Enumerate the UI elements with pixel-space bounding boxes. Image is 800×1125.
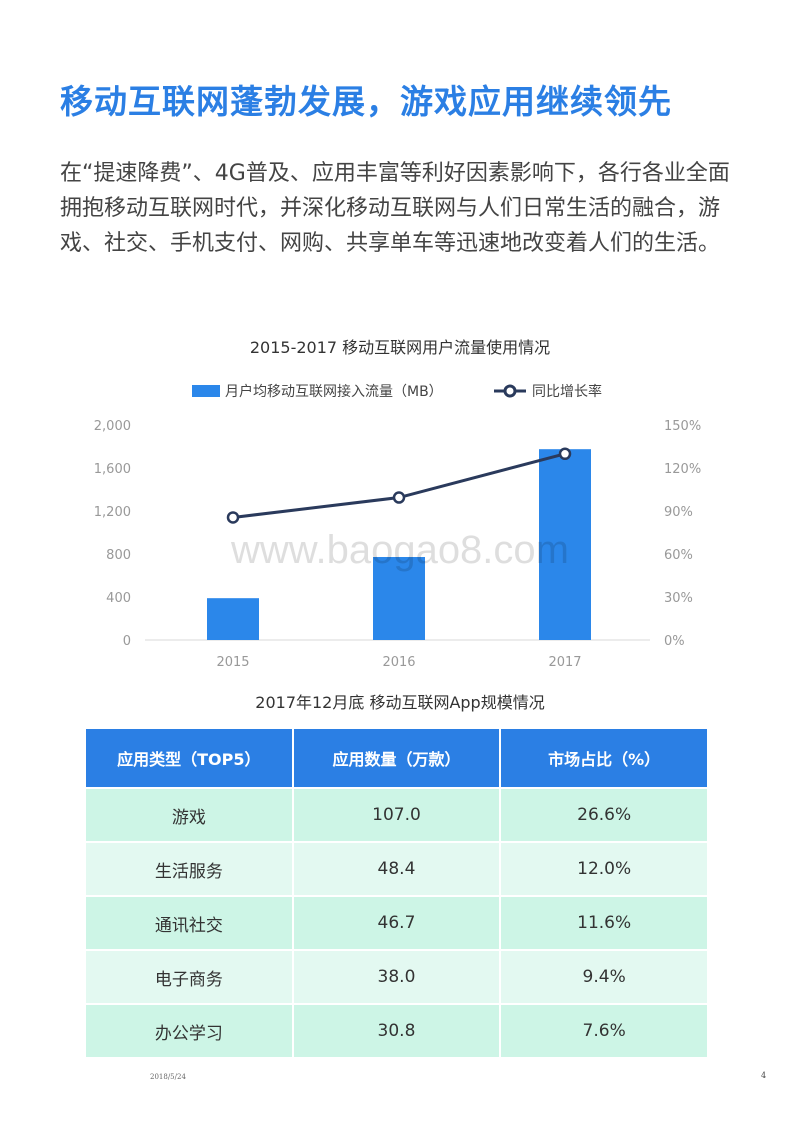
y-left-tick-label: 800 <box>106 548 131 563</box>
table-header-row: 应用类型（TOP5） 应用数量（万款） 市场占比（%） <box>84 727 709 789</box>
cell-app-count: 30.8 <box>291 1003 502 1059</box>
cell-app-count: 48.4 <box>291 841 502 897</box>
y-right-tick-label: 150% <box>664 419 701 434</box>
x-tick-label: 2017 <box>548 655 581 670</box>
chart-title: 2015-2017 移动互联网用户流量使用情况 <box>249 338 551 357</box>
cell-app-count: 46.7 <box>291 895 502 951</box>
cell-app-type: 通讯社交 <box>84 895 294 951</box>
cell-app-count: 107.0 <box>291 787 502 843</box>
cell-market-share: 7.6% <box>499 1003 709 1059</box>
y-right-tick-label: 120% <box>664 462 701 477</box>
table-row: 游戏 107.0 26.6% <box>84 787 709 843</box>
cell-app-type: 生活服务 <box>84 841 294 897</box>
legend: 月户均移动互联网接入流量（MB） 同比增长率 <box>192 383 602 400</box>
app-scale-table: 应用类型（TOP5） 应用数量（万款） 市场占比（%） 游戏 107.0 26.… <box>84 727 709 1059</box>
y-axis-left: 0 400 800 1,200 1,600 2,000 <box>94 419 131 649</box>
watermark: www.baogao8.com <box>230 528 569 572</box>
growth-point-2017 <box>558 447 572 461</box>
cell-market-share: 9.4% <box>499 949 709 1005</box>
x-tick-label: 2016 <box>382 655 415 670</box>
cell-market-share: 26.6% <box>499 787 709 843</box>
cell-app-type: 电子商务 <box>84 949 294 1005</box>
header-market-share: 市场占比（%） <box>499 727 709 789</box>
y-left-tick-label: 1,600 <box>94 462 131 477</box>
legend-bar-swatch <box>192 385 220 397</box>
bar-2016 <box>373 557 425 640</box>
growth-point-2015 <box>226 511 240 524</box>
legend-line-label: 同比增长率 <box>532 383 602 400</box>
y-left-tick-label: 1,200 <box>94 505 131 520</box>
legend-line-marker <box>503 384 517 398</box>
table-row: 通讯社交 46.7 11.6% <box>84 895 709 951</box>
y-right-tick-label: 30% <box>664 591 693 606</box>
x-tick-label: 2015 <box>216 655 249 670</box>
y-axis-right: 0% 30% 60% 90% 120% 150% <box>664 419 701 649</box>
table-row: 办公学习 30.8 7.6% <box>84 1003 709 1059</box>
page-number: 4 <box>761 1071 767 1080</box>
y-left-tick-label: 2,000 <box>94 419 131 434</box>
growth-line <box>232 452 566 519</box>
bar-2015 <box>207 598 259 640</box>
page-title: 移动互联网蓬勃发展，游戏应用继续领先 <box>60 82 672 121</box>
cell-app-count: 38.0 <box>291 949 502 1005</box>
growth-point-2016 <box>392 491 406 504</box>
y-right-tick-label: 60% <box>664 548 693 563</box>
y-right-tick-label: 0% <box>664 634 685 649</box>
traffic-chart: 0 400 800 1,200 1,600 2,000 0% 30% 60% 90% 120% 15… <box>94 383 701 670</box>
table-row: 生活服务 48.4 12.0% <box>84 841 709 897</box>
x-axis-labels: 2015 2016 2017 <box>216 655 581 670</box>
cell-app-type: 游戏 <box>84 787 294 843</box>
table-title: 2017年12月底 移动互联网App规模情况 <box>255 693 545 712</box>
cell-app-type: 办公学习 <box>84 1003 294 1059</box>
legend-bar-label: 月户均移动互联网接入流量（MB） <box>225 383 443 400</box>
line-series <box>226 447 572 524</box>
y-left-tick-label: 400 <box>106 591 131 606</box>
table-row: 电子商务 38.0 9.4% <box>84 949 709 1005</box>
y-left-tick-label: 0 <box>123 634 131 649</box>
intro-paragraph: 在“提速降费”、4G普及、应用丰富等利好因素影响下，各行各业全面拥抱移动互联网时… <box>60 161 730 256</box>
cell-market-share: 12.0% <box>499 841 709 897</box>
header-app-count: 应用数量（万款） <box>291 727 502 789</box>
header-app-type: 应用类型（TOP5） <box>84 727 294 789</box>
y-right-tick-label: 90% <box>664 505 693 520</box>
bar-series <box>207 449 591 640</box>
footer-date: 2018/5/24 <box>150 1073 186 1081</box>
bar-2017 <box>539 449 591 640</box>
cell-market-share: 11.6% <box>499 895 709 951</box>
